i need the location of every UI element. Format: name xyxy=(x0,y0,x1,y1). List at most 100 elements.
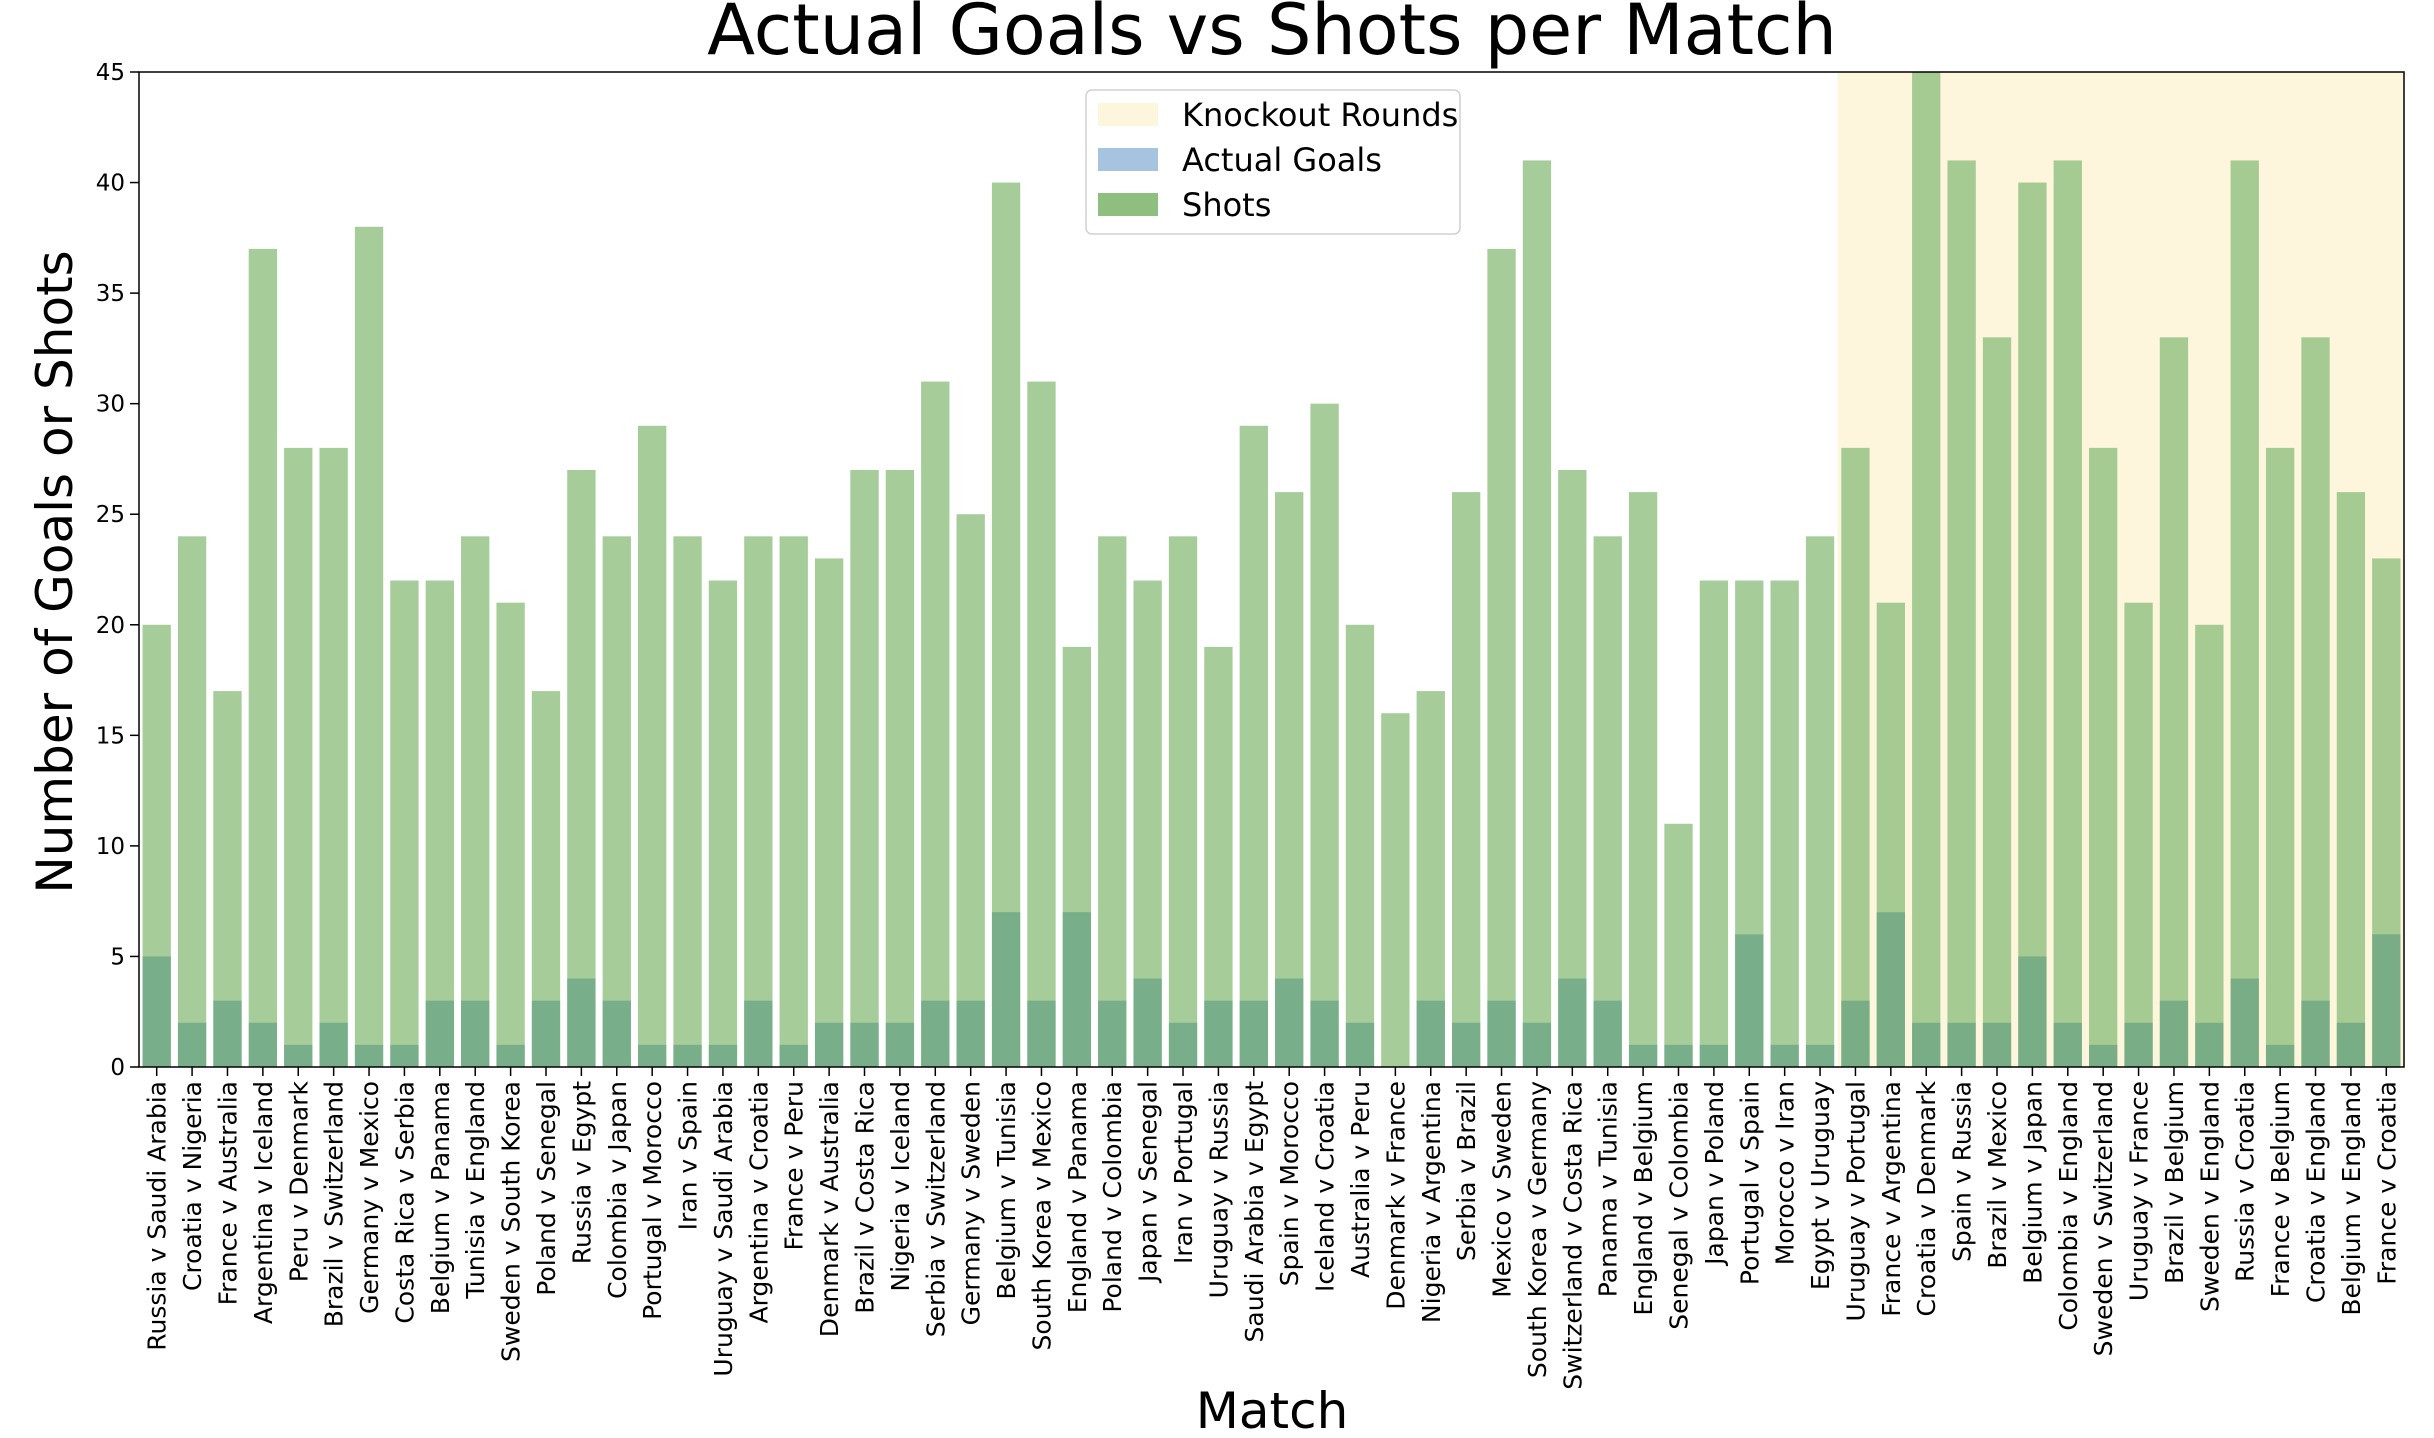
x-tick-label: France v Argentina xyxy=(1877,1081,1906,1317)
x-tick-label: Uruguay v Saudi Arabia xyxy=(709,1081,738,1377)
shots-bar xyxy=(2124,602,2153,1067)
x-tick-label: France v Peru xyxy=(780,1081,809,1251)
x-tick-label: Nigeria v Iceland xyxy=(886,1081,915,1292)
goals-bar xyxy=(2159,1000,2189,1067)
legend-box xyxy=(1085,89,1461,235)
goals-bar xyxy=(425,1000,454,1067)
shots-bar xyxy=(779,536,808,1067)
goals-bar xyxy=(1168,1022,1198,1067)
x-tick-label: Brazil v Switzerland xyxy=(320,1081,349,1327)
x-tick-label: Japan v Senegal xyxy=(1134,1081,1163,1284)
legend-swatch-knockout xyxy=(1098,103,1158,126)
goals-bar xyxy=(1345,1022,1375,1067)
goals-bar xyxy=(1982,1022,2012,1067)
y-axis: 0 5 10 15 20 25 30 35 40 45 xyxy=(96,60,139,1081)
y-tick-label: 20 xyxy=(96,613,125,639)
goals-bar xyxy=(461,1000,490,1067)
goals-bar xyxy=(1735,934,1764,1067)
x-tick-label: England v Panama xyxy=(1063,1081,1092,1313)
shots-bar xyxy=(1487,248,1516,1067)
y-tick-label: 0 xyxy=(110,1055,125,1081)
goals-bar xyxy=(814,1022,844,1067)
goals-bar xyxy=(1664,1044,1693,1067)
shots-bar xyxy=(1628,492,1658,1068)
goals-bar xyxy=(1805,1044,1835,1067)
shots-bar xyxy=(673,536,702,1067)
shots-bar xyxy=(1558,470,1587,1067)
shots-bar xyxy=(284,447,313,1067)
goals-bar xyxy=(1027,1000,1056,1067)
shots-bar xyxy=(1593,536,1622,1067)
x-tick-label: Russia v Egypt xyxy=(567,1081,596,1264)
shots-bar xyxy=(496,602,525,1067)
goals-bar xyxy=(2195,1022,2224,1067)
goals-bar xyxy=(2336,1022,2366,1067)
y-tick-label: 5 xyxy=(110,944,125,970)
y-axis-label: Number of Goals or Shots xyxy=(26,250,84,893)
legend-label-shots: Shots xyxy=(1182,186,1271,224)
goals-bar xyxy=(850,1022,879,1067)
x-tick-label: Denmark v France xyxy=(1381,1081,1410,1310)
x-tick-label: Belgium v Panama xyxy=(426,1081,455,1314)
goals-bar xyxy=(1204,1000,1233,1067)
goals-bar xyxy=(1098,1000,1127,1067)
chart-title: Actual Goals vs Shots per Match xyxy=(707,0,1837,71)
x-tick-label: Serbia v Switzerland xyxy=(921,1081,950,1337)
shots-bar xyxy=(1098,536,1127,1067)
y-tick-label: 10 xyxy=(96,834,125,860)
x-tick-label: Iceland v Croatia xyxy=(1311,1081,1340,1292)
y-tick-label: 15 xyxy=(96,723,125,749)
x-tick-label: Uruguay v Portugal xyxy=(1841,1081,1870,1321)
x-tick-label: Brazil v Mexico xyxy=(1983,1081,2012,1269)
shots-bar xyxy=(814,558,844,1067)
x-tick-label: Switzerland v Costa Rica xyxy=(1558,1081,1587,1390)
x-tick-label: France v Croatia xyxy=(2372,1081,2401,1285)
x-tick-label: South Korea v Mexico xyxy=(1027,1081,1056,1350)
x-tick-label: Russia v Saudi Arabia xyxy=(143,1081,172,1351)
x-tick-label: Brazil v Belgium xyxy=(2160,1081,2189,1284)
goals-bar xyxy=(1628,1044,1658,1067)
x-tick-label: Belgium v England xyxy=(2337,1081,2366,1316)
x-tick-label: Tunisia v England xyxy=(461,1081,490,1300)
x-axis: Russia v Saudi Arabia Croatia v Nigeria Fr… xyxy=(143,1067,2401,1390)
x-tick-label: Portugal v Morocco xyxy=(638,1081,667,1320)
shots-bar xyxy=(1841,447,1870,1067)
goals-bar xyxy=(1275,978,1304,1067)
x-tick-label: Croatia v England xyxy=(2302,1081,2331,1303)
goals-bar xyxy=(213,1000,242,1067)
goals-bar xyxy=(1416,1000,1445,1067)
shots-bar xyxy=(708,580,738,1067)
x-tick-label: Uruguay v France xyxy=(2125,1081,2154,1301)
goals-bar xyxy=(1062,912,1092,1067)
goals-bar xyxy=(956,1000,985,1067)
goals-bar xyxy=(638,1044,667,1067)
shots-bar xyxy=(1947,160,1976,1067)
y-tick-label: 40 xyxy=(96,171,125,197)
goals-bar xyxy=(885,1022,915,1067)
goals-bar xyxy=(602,1000,631,1067)
shots-bar xyxy=(2265,447,2295,1067)
goals-bar xyxy=(531,1000,561,1067)
x-tick-label: Portugal v Spain xyxy=(1735,1081,1764,1285)
shots-bar xyxy=(1664,823,1693,1067)
y-tick-label: 45 xyxy=(96,60,125,86)
x-tick-label: Japan v Poland xyxy=(1700,1081,1729,1267)
x-tick-label: Sweden v South Korea xyxy=(497,1081,526,1362)
y-tick-label: 30 xyxy=(96,392,125,418)
shots-bar xyxy=(248,248,278,1067)
shots-bar xyxy=(1168,536,1198,1067)
goals-bar xyxy=(2265,1044,2295,1067)
x-tick-label: Sweden v Switzerland xyxy=(2089,1081,2118,1356)
x-tick-label: Egypt v Uruguay xyxy=(1806,1081,1835,1290)
x-tick-label: Germany v Mexico xyxy=(355,1081,384,1314)
goals-bar xyxy=(673,1044,702,1067)
goals-bar xyxy=(2089,1044,2118,1067)
goals-bar xyxy=(177,1022,207,1067)
legend-label-knockout: Knockout Rounds xyxy=(1182,96,1458,134)
goals-bar xyxy=(248,1022,278,1067)
shots-bar xyxy=(1805,536,1835,1067)
x-tick-label: Brazil v Costa Rica xyxy=(851,1081,880,1314)
shots-bar xyxy=(1204,646,1233,1067)
shots-bars-group xyxy=(142,72,2401,1068)
